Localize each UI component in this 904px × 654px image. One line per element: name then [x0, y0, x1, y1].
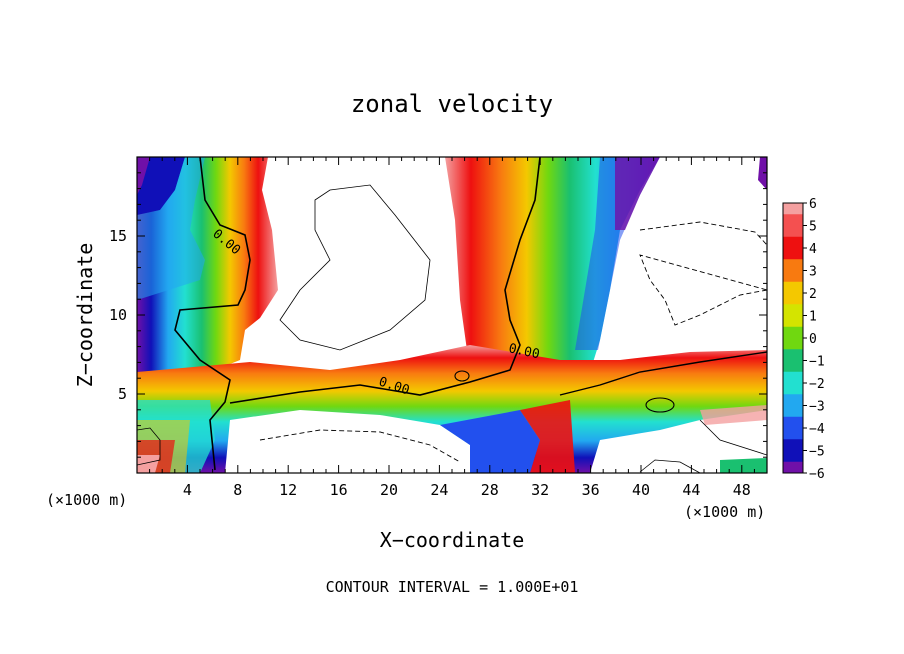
x-tick-label: 20: [380, 481, 398, 499]
x-tick-label: 44: [682, 481, 700, 499]
x-tick-label: 32: [531, 481, 549, 499]
x-tick-label: 8: [233, 481, 242, 499]
colorbar-bin: [783, 270, 803, 283]
x-unit-left: (×1000 m): [46, 491, 127, 509]
y-axis: 5 10 15: [109, 172, 767, 458]
colorbar-bin: [783, 416, 803, 429]
colorbar-bin: [783, 236, 803, 249]
colorbar-label: 3: [809, 265, 817, 280]
colorbar-bin: [783, 338, 803, 350]
colorbar-bin: [783, 281, 803, 294]
colorbar-label: −2: [809, 377, 825, 392]
x-unit-right: (×1000 m): [684, 503, 765, 521]
colorbar-bin: [783, 293, 803, 305]
colorbar-bin: [783, 371, 803, 384]
colorbar-bin: [783, 383, 803, 395]
colorbar-bin: [783, 225, 803, 238]
colorbar-label: 1: [809, 310, 817, 325]
x-axis-title: X−coordinate: [380, 528, 525, 552]
y-axis-title: Z−coordinate: [73, 243, 97, 388]
colorbar-bin: [783, 439, 803, 451]
colorbar-bin: [783, 405, 803, 418]
colorbar-bin: [783, 326, 803, 339]
x-tick-label: 16: [330, 481, 348, 499]
colorbar-bin: [783, 248, 803, 260]
colorbar-label: 2: [809, 287, 817, 302]
x-tick-label: 28: [481, 481, 499, 499]
colorbar: 6 5 4 3 2 1 0 −1 −2 −3 −4 −5 −6: [782, 197, 825, 482]
colorbar-label: −6: [809, 467, 825, 482]
colorbar-label: 0: [809, 332, 817, 347]
y-tick-label: 5: [118, 385, 127, 403]
colorbar-bin: [783, 394, 803, 406]
x-tick-label: 24: [430, 481, 448, 499]
colorbar-bin: [783, 450, 803, 463]
colorbar-label: 6: [809, 197, 817, 212]
colorbar-label: 5: [809, 220, 817, 235]
x-tick-label: 4: [183, 481, 192, 499]
colorbar-label: 4: [809, 242, 817, 257]
x-tick-label: 40: [632, 481, 650, 499]
contour-label: 0.00: [507, 341, 541, 362]
colorbar-label: −4: [809, 422, 825, 437]
colorbar-bin: [783, 360, 803, 373]
y-tick-label: 15: [109, 227, 127, 245]
colorbar-bin: [783, 259, 803, 271]
colorbar-bin: [783, 304, 803, 316]
contour-interval-note: CONTOUR INTERVAL = 1.000E+01: [326, 578, 579, 596]
x-tick-label: 48: [733, 481, 751, 499]
colorbar-bin: [783, 203, 803, 215]
colorbar-label: −5: [809, 445, 825, 460]
y-tick-label: 10: [109, 306, 127, 324]
colorbar-bin: [783, 428, 803, 440]
velocity-field: 0.00 0.00 0.00: [137, 157, 767, 473]
x-tick-label: 36: [582, 481, 600, 499]
colorbar-label: −3: [809, 400, 825, 415]
chart-title: zonal velocity: [351, 90, 553, 118]
colorbar-bin: [783, 461, 803, 474]
x-tick-label: 12: [279, 481, 297, 499]
x-axis: 4 8 12 16 20 24 28 32 36 40 44 48: [149, 157, 755, 499]
colorbar-bin: [783, 214, 803, 226]
colorbar-bin: [783, 315, 803, 328]
colorbar-bin: [783, 349, 803, 361]
colorbar-label: −1: [809, 355, 825, 370]
